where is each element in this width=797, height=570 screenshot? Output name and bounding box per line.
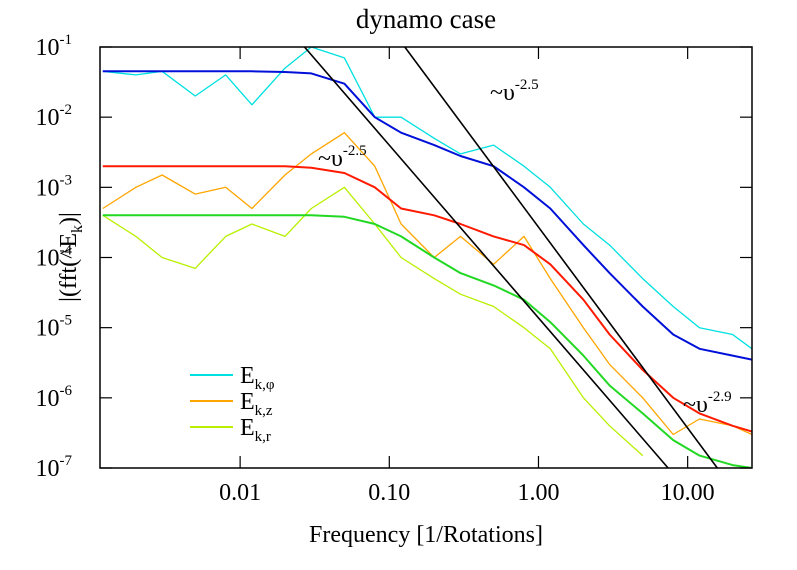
y-tick-exp: -1	[60, 32, 73, 48]
legend-label: Ek,z	[240, 389, 273, 419]
y-tick-base: 10	[36, 316, 60, 342]
y-tick-exp: -2	[60, 102, 73, 118]
spectrum-line	[102, 47, 752, 350]
y-axis-label: |(fft(^Ek)|	[56, 212, 86, 302]
y-tick-exp: -5	[60, 313, 73, 329]
x-tick-label: 10.00	[661, 480, 715, 506]
y-tick-exp: -7	[60, 453, 73, 469]
legend-sub: k,φ	[255, 377, 275, 393]
y-tick-exp: -6	[60, 383, 73, 399]
legend-name: E	[240, 389, 255, 415]
chart-title: dynamo case	[356, 4, 496, 34]
y-tick-label: 10-1	[36, 32, 73, 61]
y-tick-label: 10-7	[36, 453, 73, 482]
x-tick-label: 0.01	[219, 480, 261, 506]
y-label-sub: k	[69, 225, 86, 233]
y-tick-exp: -3	[60, 172, 73, 188]
y-label-part: |(fft(^E	[56, 233, 82, 302]
x-tick-label: 1.00	[517, 480, 559, 506]
spectrum-line	[102, 132, 752, 436]
y-tick-base: 10	[36, 35, 60, 61]
y-tick-label: 10-4	[36, 243, 73, 272]
spectrum-line	[102, 186, 644, 457]
annotation-sup: -2.9	[708, 389, 732, 405]
legend-sub: k,z	[255, 403, 273, 419]
legend-label: Ek,φ	[240, 363, 275, 393]
annotation-sup: -2.5	[515, 77, 539, 93]
y-tick-base: 10	[36, 105, 60, 131]
reference-line	[404, 47, 718, 468]
x-axis-label: Frequency [1/Rotations]	[309, 522, 543, 548]
annotation: ~υ-2.9	[683, 389, 732, 418]
legend-label: Ek,r	[240, 415, 271, 445]
y-tick-base: 10	[36, 246, 60, 272]
smoothed-line	[102, 70, 752, 361]
annotation-text: ~υ	[683, 392, 708, 418]
legend-name: E	[240, 363, 255, 389]
plot-frame	[99, 46, 753, 469]
annotation-text: ~υ	[318, 146, 343, 172]
y-tick-base: 10	[36, 456, 60, 482]
y-tick-base: 10	[36, 386, 60, 412]
y-tick-label: 10-3	[36, 172, 73, 201]
annotation-sup: -2.5	[343, 143, 367, 159]
y-tick-label: 10-2	[36, 102, 73, 131]
plot-area	[102, 47, 752, 468]
annotation-text: ~υ	[490, 80, 515, 106]
y-tick-base: 10	[36, 175, 60, 201]
y-tick-label: 10-6	[36, 383, 73, 412]
annotation: ~υ-2.5	[490, 77, 539, 106]
reference-line	[303, 47, 669, 468]
smoothed-line	[102, 165, 752, 433]
annotation: ~υ-2.5	[318, 143, 367, 172]
y-tick-label: 10-5	[36, 313, 73, 342]
y-tick-exp: -4	[60, 243, 73, 259]
x-tick-label: 0.10	[368, 480, 410, 506]
legend-sub: k,r	[255, 429, 271, 445]
y-label-part: )|	[56, 212, 82, 225]
smoothed-line	[102, 214, 752, 468]
legend-name: E	[240, 415, 255, 441]
